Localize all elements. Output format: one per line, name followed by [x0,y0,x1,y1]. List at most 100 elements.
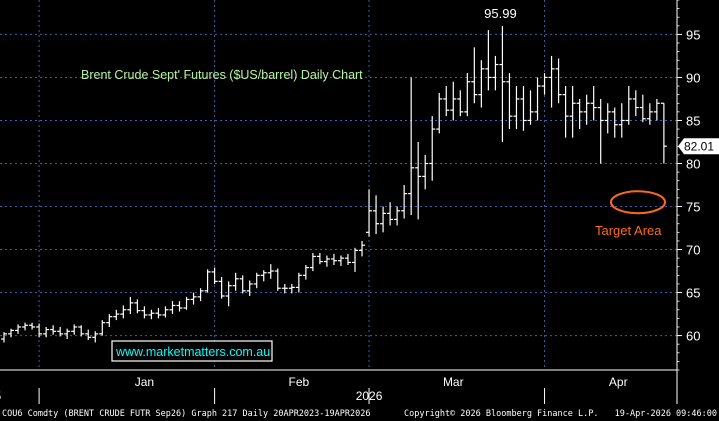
ohlc-bar [134,299,141,314]
ohlc-bar [197,288,204,302]
ohlc-bar [267,264,274,279]
ohlc-bar [183,296,190,310]
ohlc-bar [597,98,604,164]
ohlc-bar [85,329,92,340]
ohlc-bar [232,272,239,291]
ohlc-bar [373,195,380,235]
ohlc-bar [162,306,169,318]
chart-title: Brent Crude Sept' Futures ($US/barrel) D… [81,68,363,82]
ohlc-bar [450,81,457,121]
ohlc-bar [36,323,43,338]
x-tick-label: 2026 [356,389,383,403]
ohlc-bar [590,86,597,121]
ohlc-bar [478,60,485,108]
ohlc-bar [408,77,415,216]
ohlc-bar [274,268,281,291]
ohlc-bar [141,306,148,319]
y-tick-label: 95 [686,27,700,42]
ohlc-bar [527,90,534,125]
ohlc-bar [127,296,134,315]
ohlc-bar [281,283,288,294]
ohlc-bar [548,55,555,108]
ohlc-bar [436,92,443,134]
ohlc-bar [422,154,429,190]
ohlc-bar [499,25,506,142]
ohlc-bar [253,272,260,289]
target-area-label: Target Area [595,223,662,238]
ohlc-bar [541,73,548,95]
y-tick-label: 65 [686,286,700,301]
ohlc-bar [302,265,309,280]
ohlc-bar [288,283,295,294]
ohlc-bar [366,189,373,237]
ohlc-bar [534,77,541,121]
ohlc-bar [22,322,29,331]
ohlc-bar [148,309,155,320]
ohlc-bar [50,325,57,335]
ohlc-bar [323,255,330,267]
grid [0,0,677,370]
last-price-label: 82.01 [684,140,714,154]
ohlc-bar [394,206,401,226]
ohlc-bar [359,240,366,257]
ohlc-bar [443,86,450,117]
peak-label: 95.99 [484,6,517,21]
y-tick-label: 85 [686,113,700,128]
ohlc-bar [204,269,211,293]
last-price-flag [678,138,719,155]
watermark-box: www.marketmatters.com.au [111,340,273,362]
footer-center: Copyright© 2026 Bloomberg Finance L.P. [404,409,598,419]
ohlc-bar [337,255,344,266]
target-area-ellipse [610,190,666,215]
ohlc-bar [92,331,99,343]
x-tick-label: Feb [288,375,309,389]
ohlc-bar [646,103,653,125]
ohlc-bar [1,332,7,343]
ohlc-bar [218,277,225,299]
ohlc-bar [211,267,218,284]
ohlc-bar [120,305,127,319]
ohlc-bar [8,328,15,338]
y-tick-label: 70 [686,243,700,258]
ohlc-bar [506,73,513,130]
ohlc-bar [316,252,323,265]
ohlc-bar [492,55,499,91]
ohlc-bar [604,103,611,134]
ohlc-bar [639,94,646,123]
ohlc-bar [57,326,64,337]
ohlc-bar [464,73,471,117]
x-tick-label: Mar [443,375,464,389]
ohlc-bar [225,281,232,307]
ohlc-bar [618,103,625,138]
watermark-text: www.marketmatters.com.au [115,345,270,359]
ohlc-bar [155,308,162,319]
ohlc-bar [106,314,113,327]
ohlc-bar [401,185,408,219]
ohlc-bar [576,98,583,130]
y-tick-label: 60 [686,329,700,344]
footer: COU6 Comdty (BRENT CRUDE FUTR Sep26) Gra… [0,404,719,421]
ohlc-bar [380,206,387,233]
x-axis: 2025 Jan Feb 2026 Mar Apr [0,369,677,404]
ohlc-bar [632,90,639,117]
ohlc-bar [569,86,576,138]
price-bars [1,25,667,343]
y-axis: 60 65 70 75 80 85 90 95 [676,0,700,404]
ohlc-bar [485,30,492,91]
y-tick-label: 90 [686,70,700,85]
ohlc-bar [457,90,464,117]
ohlc-bar [71,324,78,335]
ohlc-bar [309,252,316,272]
y-tick-label: 75 [686,200,700,215]
ohlc-bar [471,47,478,104]
ohlc-bar [99,320,106,336]
footer-right: 19-Apr-2026 09:46:00 [615,409,717,419]
ohlc-bar [15,324,22,334]
ohlc-bar [113,309,120,321]
x-tick-label: Jan [135,375,154,389]
ohlc-bar [415,141,422,220]
x-tick-label: Apr [609,375,628,389]
ohlc-bar [653,98,660,121]
ohlc-bar [246,280,253,296]
